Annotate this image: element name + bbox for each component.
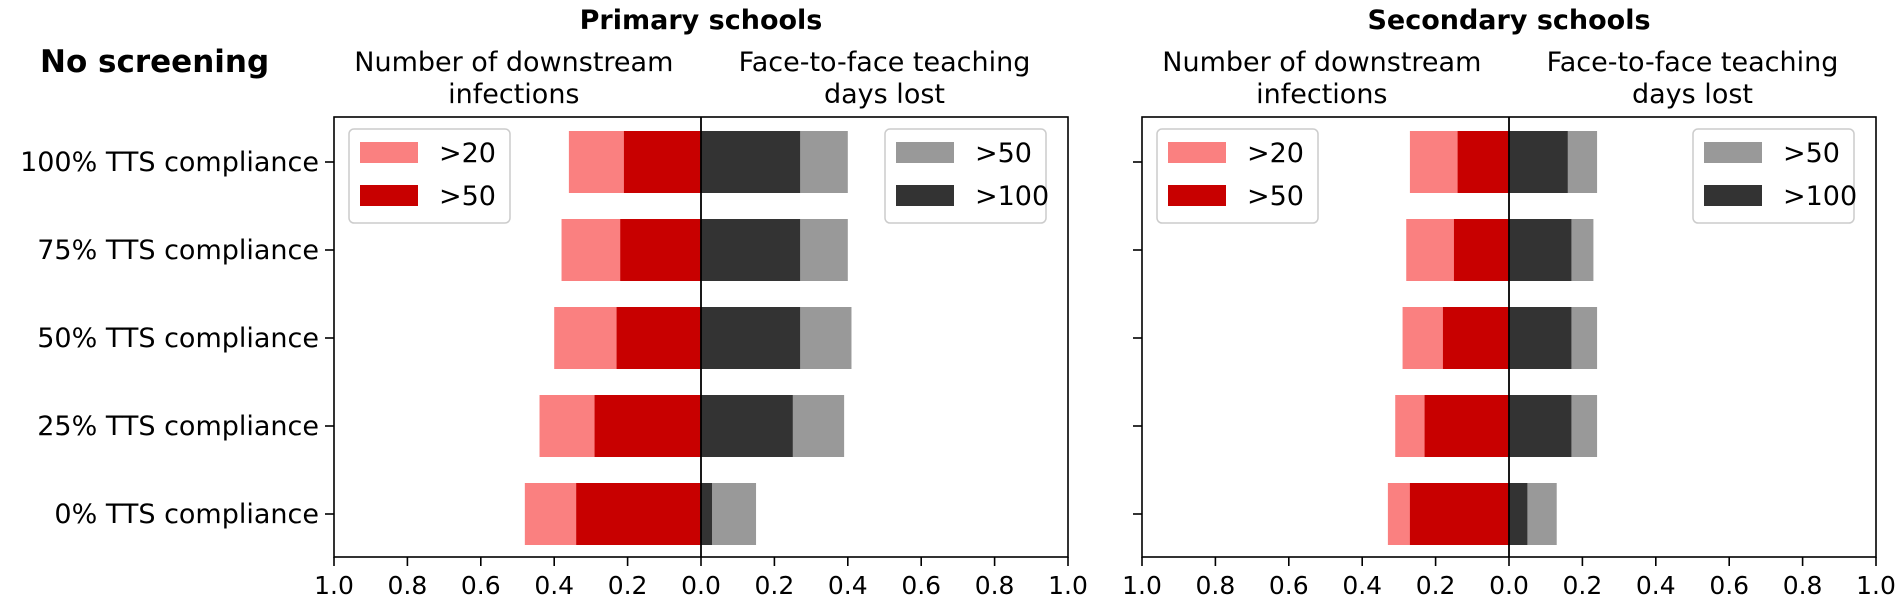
- legend-infections: >20>50: [348, 128, 511, 224]
- panel-primary-schools: Primary schools Number of downstream infec…: [314, 5, 1088, 599]
- legend-swatch-20: [360, 142, 418, 163]
- legend-swatch-50: [1168, 185, 1226, 206]
- x-tick-label: 0.8: [975, 571, 1015, 599]
- x-tick-label: 0.4: [1636, 571, 1676, 599]
- bar-days-gt100-50-tts-compliance: [701, 307, 801, 369]
- bar-days-gt100-25-tts-compliance: [701, 395, 793, 457]
- legend-label-50: >50: [975, 138, 1032, 169]
- bar-infections-gt50-25-tts-compliance: [1424, 395, 1509, 457]
- panel-secondary-schools: Secondary schools Number of downstream inf…: [1122, 5, 1896, 599]
- bar-days-gt100-75-tts-compliance: [1509, 219, 1572, 281]
- bar-days-gt100-0-tts-compliance: [1509, 483, 1528, 545]
- legend-teaching-days: >50 >100: [1692, 128, 1857, 224]
- left-axis-label: Number of downstream infections: [354, 47, 673, 110]
- bar-infections-gt50-0-tts-compliance: [576, 483, 701, 545]
- panel-title: Secondary schools: [1367, 5, 1650, 36]
- legend-label-100: >100: [975, 181, 1049, 212]
- legend-swatch-100: [896, 185, 954, 206]
- x-tick-label: 0.4: [1342, 571, 1382, 599]
- x-tick-label: 0.2: [608, 571, 648, 599]
- x-tick-label: 0.6: [1709, 571, 1749, 599]
- x-tick-label: 1.0: [1048, 571, 1088, 599]
- legend-swatch-20: [1168, 142, 1226, 163]
- bar-infections-gt50-75-tts-compliance: [620, 219, 701, 281]
- legend-swatch-50: [896, 142, 954, 163]
- bar-infections-gt50-75-tts-compliance: [1453, 219, 1509, 281]
- bar-days-gt100-100-tts-compliance: [1509, 131, 1568, 193]
- x-tick-label: 0.2: [755, 571, 795, 599]
- right-axis-label: Face-to-face teaching days lost: [1547, 47, 1839, 110]
- x-tick-label: 0.6: [1269, 571, 1309, 599]
- x-tick-label: 0.4: [534, 571, 574, 599]
- x-tick-label: 0.6: [461, 571, 501, 599]
- x-tick-label: 0.2: [1416, 571, 1456, 599]
- x-tick-label: 1.0: [1122, 571, 1162, 599]
- bar-infections-gt50-0-tts-compliance: [1409, 483, 1509, 545]
- legend-label-20: >20: [1247, 138, 1304, 169]
- legend-swatch-50: [1704, 142, 1762, 163]
- panel-title: Primary schools: [580, 5, 823, 36]
- category-label-25-tts-compliance: 25% TTS compliance: [37, 411, 319, 442]
- legend-swatch-100: [1704, 185, 1762, 206]
- category-labels: 100% TTS compliance 75% TTS compliance 50%…: [20, 147, 319, 530]
- category-label-50-tts-compliance: 50% TTS compliance: [37, 323, 319, 354]
- bar-infections-gt50-50-tts-compliance: [616, 307, 701, 369]
- bar-days-gt100-50-tts-compliance: [1509, 307, 1572, 369]
- legend-swatch-50: [360, 185, 418, 206]
- x-tick-label: 0.8: [1196, 571, 1236, 599]
- right-axis-label: Face-to-face teaching days lost: [739, 47, 1031, 110]
- legend-label-20: >20: [439, 138, 496, 169]
- legend-teaching-days: >50 >100: [884, 128, 1049, 224]
- legend-label-50: >50: [1783, 138, 1840, 169]
- left-axis-label: Number of downstream infections: [1162, 47, 1481, 110]
- bar-days-gt100-75-tts-compliance: [701, 219, 801, 281]
- x-tick-label: 0.4: [828, 571, 868, 599]
- x-tick-label: 0.6: [901, 571, 941, 599]
- bar-infections-gt50-50-tts-compliance: [1442, 307, 1509, 369]
- x-tick-label: 0.2: [1563, 571, 1603, 599]
- bar-days-gt100-100-tts-compliance: [701, 131, 801, 193]
- bar-infections-gt50-25-tts-compliance: [594, 395, 701, 457]
- category-label-100-tts-compliance: 100% TTS compliance: [20, 147, 319, 178]
- legend-label-50: >50: [439, 181, 496, 212]
- category-label-75-tts-compliance: 75% TTS compliance: [37, 235, 319, 266]
- x-tick-label: 0.0: [1489, 571, 1529, 599]
- scenario-title: No screening: [40, 44, 269, 80]
- x-tick-label: 1.0: [1856, 571, 1896, 599]
- x-tick-label: 0.0: [681, 571, 721, 599]
- bar-infections-gt50-100-tts-compliance: [623, 131, 701, 193]
- bar-days-gt100-0-tts-compliance: [701, 483, 713, 545]
- legend-label-100: >100: [1783, 181, 1857, 212]
- bar-infections-gt50-100-tts-compliance: [1457, 131, 1509, 193]
- bar-days-gt100-25-tts-compliance: [1509, 395, 1572, 457]
- x-tick-label: 0.8: [388, 571, 428, 599]
- x-tick-label: 0.8: [1783, 571, 1823, 599]
- legend-infections: >20>50: [1156, 128, 1319, 224]
- legend-label-50: >50: [1247, 181, 1304, 212]
- category-label-0-tts-compliance: 0% TTS compliance: [54, 499, 319, 530]
- x-tick-label: 1.0: [314, 571, 354, 599]
